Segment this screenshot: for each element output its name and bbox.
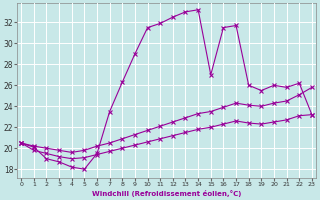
X-axis label: Windchill (Refroidissement éolien,°C): Windchill (Refroidissement éolien,°C) xyxy=(92,190,241,197)
